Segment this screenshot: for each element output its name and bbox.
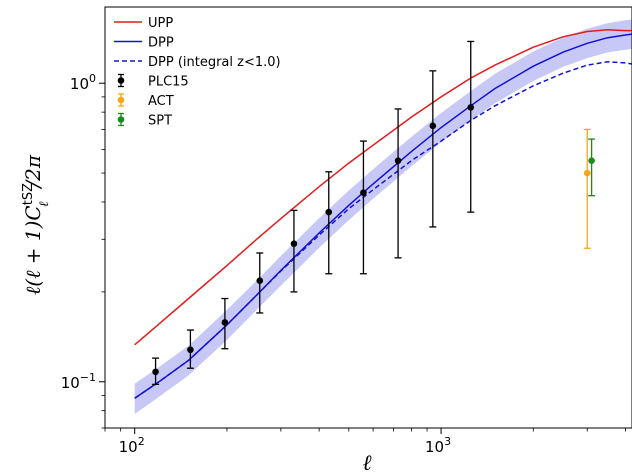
plc15-point <box>186 329 194 369</box>
dpp-uncertainty-band <box>134 19 632 414</box>
axes: 102 103 10−1 100 <box>61 6 632 456</box>
legend: UPP DPP DPP (integral z<1.0) PLC15 ACT SPT <box>114 16 281 129</box>
spt-point <box>588 138 596 197</box>
legend-dpp-label: DPP <box>148 36 174 51</box>
plc15-marker <box>429 122 437 130</box>
legend-act-swatch-marker <box>117 96 125 104</box>
plc15-point <box>467 40 475 213</box>
y-tick-label: 100 <box>70 72 96 93</box>
x-tick-label: 102 <box>119 435 145 456</box>
plc15-point <box>359 140 367 275</box>
plc15-marker <box>221 319 229 326</box>
plc15-marker <box>290 240 298 248</box>
legend-act: ACT <box>117 93 174 109</box>
plc15-marker <box>256 277 264 285</box>
plc15-point <box>325 171 333 275</box>
upp-line <box>134 29 632 346</box>
legend-plc15: PLC15 <box>117 73 189 90</box>
legend-spt-swatch-marker <box>117 116 125 123</box>
legend-plc15-label: PLC15 <box>148 75 189 90</box>
svg-text:ℓ(ℓ + 1)CtSZℓ/2π: ℓ(ℓ + 1)CtSZℓ/2π <box>21 154 52 295</box>
plc15-point <box>394 108 402 259</box>
x-axis-label: ℓ <box>362 451 372 476</box>
x-tick-label: 103 <box>425 435 451 456</box>
y-tick-label: 10−1 <box>61 371 96 392</box>
legend-dpp-z1-label: DPP (integral z<1.0) <box>148 55 281 70</box>
axes-frame <box>104 6 632 429</box>
plc15-marker <box>152 368 159 376</box>
plc15-point <box>256 252 264 314</box>
plot-area <box>134 19 632 414</box>
legend-dpp-z1: DPP (integral z<1.0) <box>114 55 281 70</box>
plc15-marker <box>187 346 194 354</box>
y-axis-label-subscript: ℓ <box>37 201 52 207</box>
legend-dpp: DPP <box>114 36 174 51</box>
legend-plc15-swatch-marker <box>117 77 125 84</box>
legend-upp-label: UPP <box>148 16 173 31</box>
act-marker <box>583 169 591 177</box>
plc15-point <box>429 70 437 228</box>
y-axis-label: ℓ(ℓ + 1)CtSZℓ/2π <box>21 154 52 295</box>
plc15-point <box>290 209 298 293</box>
plc15-marker <box>325 208 333 216</box>
y-axis-label-prefix: ℓ(ℓ + 1)C <box>21 205 45 295</box>
plc15-point <box>152 357 160 386</box>
plc15-marker <box>467 104 475 111</box>
y-axis-label-suffix: /2π <box>21 154 45 189</box>
plc15-marker <box>360 189 367 196</box>
legend-spt: SPT <box>117 112 172 129</box>
legend-act-label: ACT <box>148 94 174 109</box>
spt-marker <box>588 157 595 165</box>
plc15-point <box>221 297 229 350</box>
plc15-marker <box>394 157 402 165</box>
legend-upp: UPP <box>114 16 173 31</box>
y-axis-label-superscript: tSZ <box>21 183 36 205</box>
legend-spt-label: SPT <box>148 114 172 129</box>
act-point <box>583 128 591 249</box>
plot-content <box>134 19 632 414</box>
